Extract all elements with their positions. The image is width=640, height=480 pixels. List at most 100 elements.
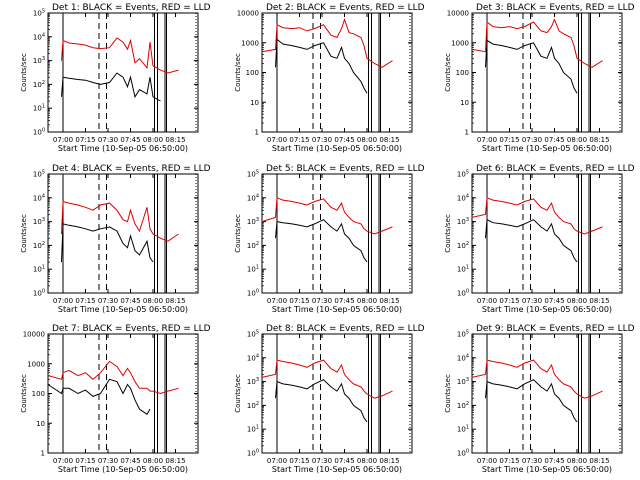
y-axis-label: Counts/sec xyxy=(20,53,28,92)
x-tick-label: 08:15 xyxy=(379,457,399,465)
detector-panel: 1 10 100 1000 10000 07:00 07:15 07:30 07:45 08:00… xyxy=(444,3,635,153)
x-tick-label: 07:00 xyxy=(267,457,287,465)
lld-series-line xyxy=(261,18,393,68)
y-tick-label: 104 xyxy=(247,353,259,362)
y-tick-label: 105 xyxy=(247,330,259,339)
x-tick-label: 07:45 xyxy=(120,297,140,305)
lld-series-line xyxy=(471,359,603,399)
events-series-line xyxy=(275,219,368,263)
x-tick-label: 07:00 xyxy=(53,136,73,144)
plot-frame xyxy=(471,12,623,133)
y-tick-label: 10000 xyxy=(447,10,469,18)
y-tick-label: 100 xyxy=(457,449,469,458)
y-tick-label: 103 xyxy=(247,377,259,386)
y-tick-label: 101 xyxy=(33,265,45,274)
events-series-line xyxy=(485,379,578,423)
y-tick-label: 101 xyxy=(247,425,259,434)
x-tick-label: 07:45 xyxy=(334,136,354,144)
x-tick-label: 07:30 xyxy=(522,297,542,305)
y-tick-label: 105 xyxy=(457,330,469,339)
y-tick-label: 102 xyxy=(247,241,259,250)
panel-title: Det 1: BLACK = Events, RED = LLD xyxy=(52,3,211,13)
y-tick-label: 10 xyxy=(250,99,259,107)
y-tick-label: 1000 xyxy=(241,39,259,47)
x-tick-label: 08:00 xyxy=(567,136,587,144)
y-tick-label: 102 xyxy=(33,80,45,89)
x-tick-label: 07:15 xyxy=(289,457,309,465)
y-axis-label: Counts/sec xyxy=(20,214,28,253)
x-tick-label: 07:00 xyxy=(267,136,287,144)
lld-series-line xyxy=(261,197,393,235)
x-tick-label: 08:00 xyxy=(143,457,163,465)
x-tick-label: 08:15 xyxy=(589,457,609,465)
events-series-line xyxy=(485,39,578,94)
x-tick-label: 08:15 xyxy=(165,136,185,144)
x-tick-label: 07:30 xyxy=(312,297,332,305)
y-tick-label: 100 xyxy=(247,449,259,458)
x-axis-label: Start Time (10-Sep-05 06:50:00) xyxy=(482,144,612,153)
x-axis-label: Start Time (10-Sep-05 06:50:00) xyxy=(482,305,612,314)
y-tick-label: 101 xyxy=(247,265,259,274)
x-tick-label: 07:15 xyxy=(499,297,519,305)
x-tick-label: 08:15 xyxy=(379,297,399,305)
plot-frame xyxy=(261,333,413,454)
x-tick-label: 07:30 xyxy=(312,136,332,144)
y-tick-label: 102 xyxy=(457,401,469,410)
y-tick-label: 100 xyxy=(457,289,469,298)
panel-title: Det 4: BLACK = Events, RED = LLD xyxy=(52,164,211,174)
x-tick-label: 07:15 xyxy=(499,136,519,144)
x-tick-label: 08:15 xyxy=(589,297,609,305)
detector-panel: 1 10 100 1000 10000 07:00 07:15 07:30 07:45 08:00… xyxy=(234,3,425,153)
x-tick-label: 08:15 xyxy=(165,457,185,465)
lld-series-line xyxy=(471,18,603,68)
y-axis-label: Counts/sec xyxy=(444,374,452,413)
x-tick-label: 07:15 xyxy=(75,457,95,465)
events-series-line xyxy=(485,218,578,263)
x-axis-label: Start Time (10-Sep-05 06:50:00) xyxy=(272,305,402,314)
x-axis-label: Start Time (10-Sep-05 06:50:00) xyxy=(272,465,402,474)
plot-frame xyxy=(261,12,413,133)
y-tick-label: 102 xyxy=(33,241,45,250)
events-series-line xyxy=(61,223,154,263)
y-axis-label: Counts/sec xyxy=(444,53,452,92)
y-tick-label: 105 xyxy=(247,170,259,179)
x-tick-label: 08:00 xyxy=(567,297,587,305)
y-axis-label: Counts/sec xyxy=(234,214,242,253)
x-tick-label: 07:00 xyxy=(477,457,497,465)
x-tick-label: 08:15 xyxy=(589,136,609,144)
x-tick-label: 08:00 xyxy=(357,457,377,465)
x-tick-label: 07:15 xyxy=(289,297,309,305)
events-series-line xyxy=(47,378,151,416)
x-tick-label: 07:45 xyxy=(120,457,140,465)
x-axis-label: Start Time (10-Sep-05 06:50:00) xyxy=(58,305,188,314)
x-tick-label: 07:30 xyxy=(98,457,118,465)
y-tick-label: 105 xyxy=(457,170,469,179)
y-tick-label: 100 xyxy=(456,69,469,77)
y-tick-label: 1 xyxy=(465,129,469,137)
x-tick-label: 08:00 xyxy=(567,457,587,465)
y-tick-label: 105 xyxy=(33,170,45,179)
y-tick-label: 104 xyxy=(33,193,45,202)
y-tick-label: 1 xyxy=(255,129,259,137)
x-tick-label: 07:30 xyxy=(522,136,542,144)
x-tick-label: 08:00 xyxy=(357,297,377,305)
plot-frame xyxy=(261,173,413,294)
plot-frame xyxy=(471,333,623,454)
x-tick-label: 07:45 xyxy=(120,136,140,144)
y-axis-label: Counts/sec xyxy=(20,374,28,413)
detector-panel: 1 10 100 1000 10000 07:00 07:15 07:30 07:45 08:00… xyxy=(20,324,211,474)
panel-title: Det 6: BLACK = Events, RED = LLD xyxy=(476,164,635,174)
y-tick-label: 105 xyxy=(33,9,45,18)
y-tick-label: 1000 xyxy=(451,39,469,47)
y-tick-label: 100 xyxy=(247,289,259,298)
plot-frame xyxy=(47,12,199,133)
x-tick-label: 08:00 xyxy=(357,136,377,144)
x-tick-label: 08:00 xyxy=(143,136,163,144)
lld-series-line xyxy=(61,200,179,242)
y-tick-label: 103 xyxy=(457,377,469,386)
panel-title: Det 9: BLACK = Events, RED = LLD xyxy=(476,324,635,334)
x-tick-label: 07:45 xyxy=(544,297,564,305)
